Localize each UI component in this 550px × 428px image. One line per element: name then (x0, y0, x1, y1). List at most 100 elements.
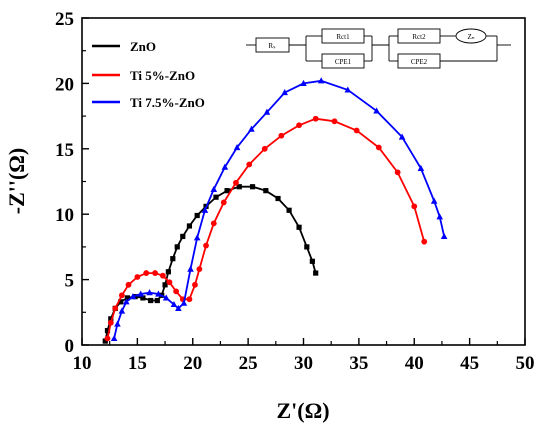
data-point (394, 169, 401, 176)
x-tick-label: 40 (405, 353, 424, 374)
legend-item-ti5: Ti 5%-ZnO (92, 68, 195, 83)
data-point (296, 224, 302, 230)
data-point (312, 115, 319, 122)
data-point (124, 295, 131, 301)
data-point (210, 185, 218, 192)
data-point (236, 184, 242, 190)
data-point (162, 282, 168, 288)
data-point (125, 281, 132, 288)
data-point (166, 279, 173, 286)
data-point (104, 328, 111, 334)
data-point (162, 294, 170, 301)
circuit-cpe1-label: CPE1 (335, 58, 352, 66)
data-point (210, 220, 217, 227)
data-point (108, 316, 114, 322)
data-point (398, 133, 406, 140)
data-point (353, 127, 360, 134)
data-point (203, 242, 209, 249)
data-point (187, 265, 194, 272)
legend-label-zno: ZnO (130, 39, 156, 54)
x-axis-label: Z'(Ω) (276, 398, 329, 423)
data-point (275, 195, 281, 202)
data-point (201, 206, 209, 213)
data-point (309, 258, 315, 264)
data-point (154, 297, 160, 304)
data-point (194, 212, 200, 219)
x-tick-label: 25 (239, 353, 258, 374)
axis-ticks (81, 17, 526, 346)
data-point (278, 132, 285, 139)
y-tick-label: 0 (65, 336, 75, 357)
data-point (421, 238, 428, 245)
circuit-zn-label: Zₙ (467, 33, 474, 41)
y-tick-label: 10 (55, 205, 74, 226)
data-point (118, 307, 126, 314)
data-point (317, 77, 325, 84)
x-tick-label: 20 (183, 353, 202, 374)
series-layer (102, 77, 448, 344)
data-point (296, 122, 302, 129)
data-point (107, 319, 114, 326)
legend-label-ti5: Ti 5%-ZnO (130, 68, 195, 83)
series-line (104, 185, 317, 342)
data-point (263, 188, 269, 194)
data-point (233, 179, 239, 186)
y-tick-label: 15 (55, 140, 74, 161)
data-point (155, 290, 162, 297)
legend-item-ti75: Ti 7.5%-ZnO (92, 95, 205, 110)
data-point (196, 266, 203, 273)
data-point (417, 164, 425, 172)
data-point (186, 223, 193, 229)
data-point (313, 270, 319, 276)
legend-item-zno: ZnO (92, 39, 156, 54)
data-point (440, 232, 448, 240)
data-point (143, 270, 150, 276)
data-point (304, 244, 310, 250)
data-point (220, 199, 227, 206)
data-point (213, 194, 219, 200)
data-point (173, 288, 180, 295)
y-axis-label: -Z''(Ω) (4, 148, 29, 215)
data-point (170, 256, 176, 262)
legend-label-ti75: Ti 7.5%-ZnO (130, 95, 205, 110)
series-line (106, 117, 426, 339)
data-point (152, 270, 158, 276)
series-0 (102, 184, 319, 344)
data-point (104, 335, 111, 342)
data-point (159, 272, 166, 279)
y-tick-label: 20 (55, 74, 74, 95)
circuit-rct2-label: Rct2 (412, 33, 426, 41)
legend: ZnO Ti 5%-ZnO Ti 7.5%-ZnO (92, 39, 205, 110)
data-point (129, 293, 137, 300)
equivalent-circuit-labels: Rₛ Rct1 CPE1 Rct2 CPE2 Zₙ (268, 33, 474, 66)
data-point (286, 207, 292, 213)
x-tick-label: 15 (128, 353, 147, 374)
data-point (165, 269, 171, 275)
data-point (175, 304, 182, 311)
x-tick-label: 45 (460, 353, 479, 374)
data-point (261, 145, 268, 152)
data-point (373, 107, 380, 114)
circuit-rs-label: Rₛ (268, 42, 276, 50)
circuit-cpe2-label: CPE2 (411, 58, 428, 66)
data-point (137, 290, 144, 297)
data-point (193, 234, 201, 241)
series-1 (104, 115, 428, 342)
data-point (140, 295, 146, 301)
x-tick-label: 30 (294, 353, 313, 374)
data-point (174, 244, 180, 250)
x-tick-label: 10 (73, 353, 92, 374)
data-point (180, 299, 188, 306)
x-tick-label: 50 (516, 353, 535, 374)
data-point (300, 79, 307, 86)
data-point (344, 86, 352, 93)
data-point (118, 299, 124, 305)
data-point (110, 334, 118, 342)
data-point (192, 281, 198, 288)
data-point (221, 163, 229, 170)
data-point (436, 213, 444, 220)
data-point (123, 298, 130, 305)
data-point (146, 289, 153, 296)
data-point (281, 89, 288, 96)
